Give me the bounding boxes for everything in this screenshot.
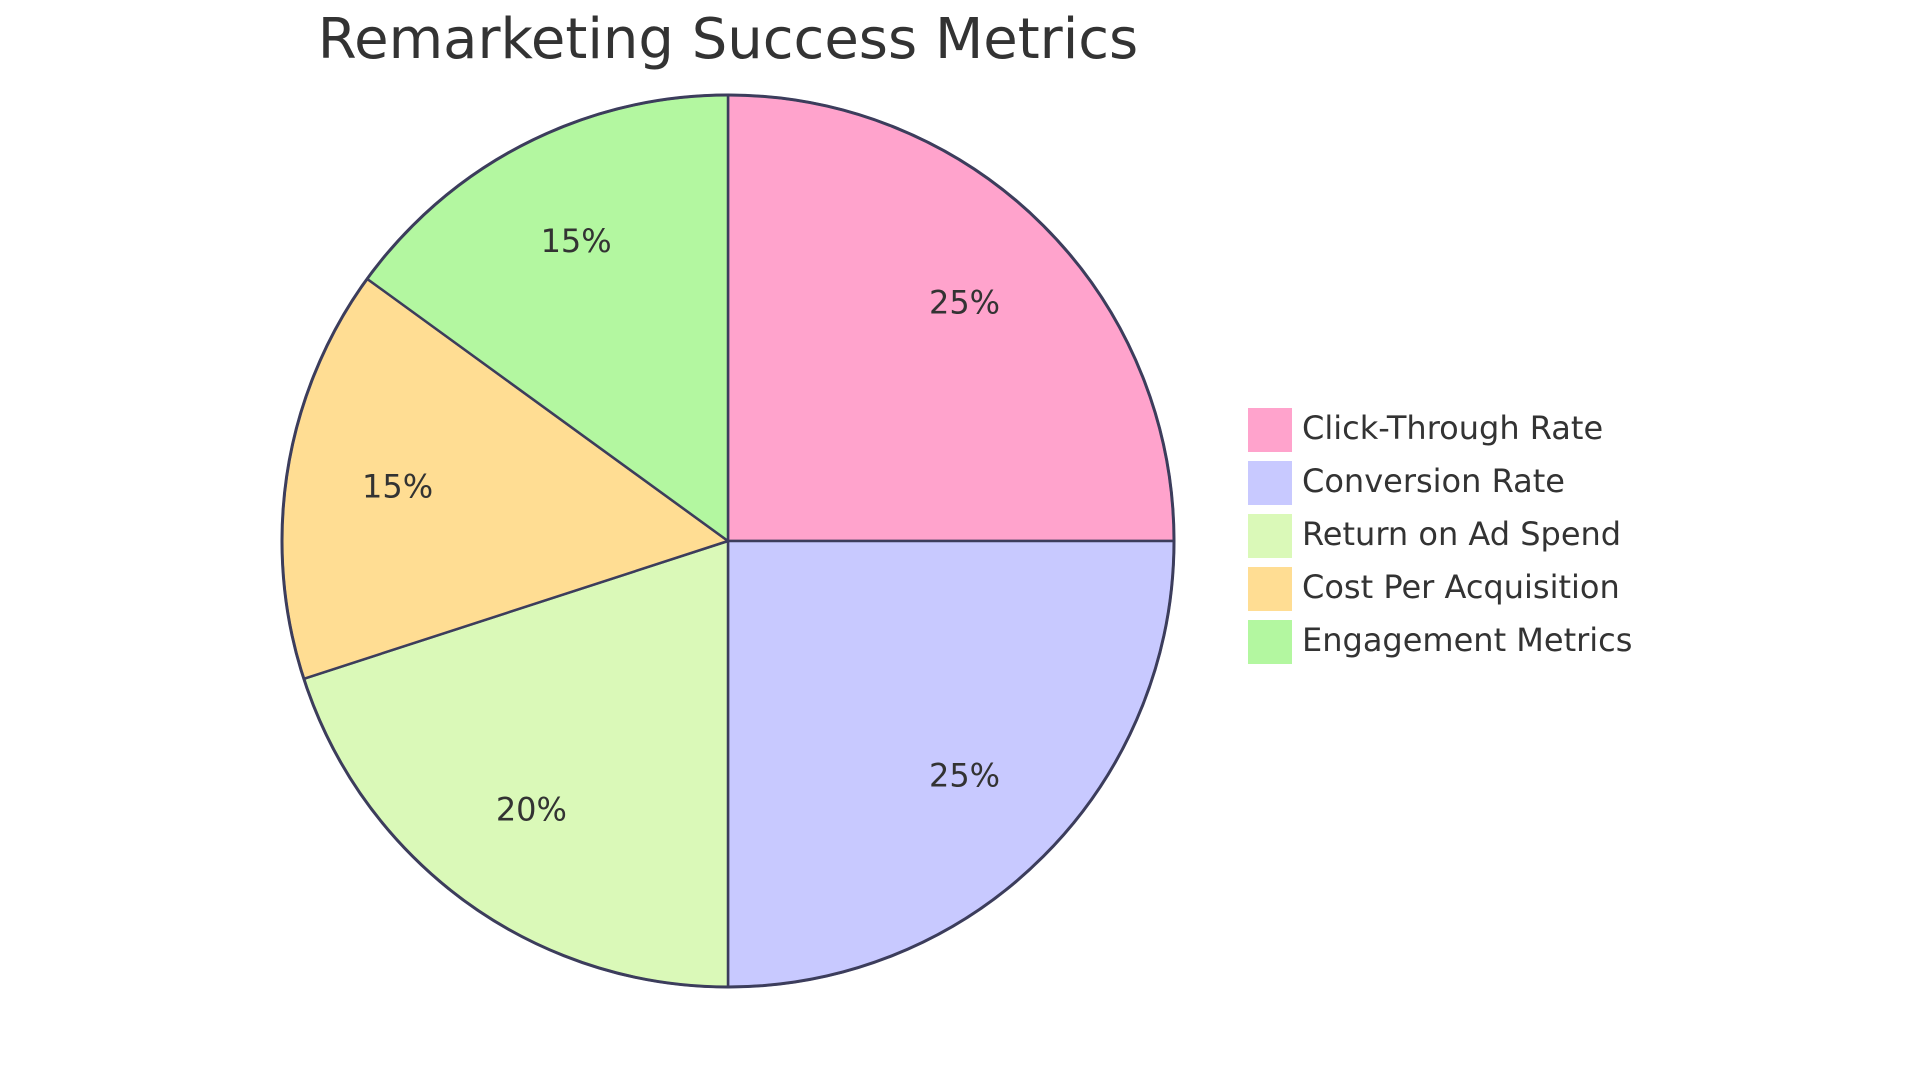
chart-title: Remarketing Success Metrics [318, 7, 1138, 72]
legend-label-engagement-metrics: Engagement Metrics [1302, 621, 1632, 659]
legend-item-click-through-rate: Click-Through Rate [1248, 408, 1603, 452]
legend-label-return-on-ad-spend: Return on Ad Spend [1302, 515, 1621, 553]
legend-item-return-on-ad-spend: Return on Ad Spend [1248, 514, 1621, 558]
legend-label-cost-per-acquisition: Cost Per Acquisition [1302, 568, 1620, 606]
legend-swatch-return-on-ad-spend [1248, 514, 1292, 558]
legend: Click-Through Rate Conversion Rate Return … [1248, 408, 1632, 664]
legend-swatch-click-through-rate [1248, 408, 1292, 452]
legend-label-conversion-rate: Conversion Rate [1302, 462, 1565, 500]
slice-label-click-through-rate: 25% [929, 283, 1000, 321]
legend-label-click-through-rate: Click-Through Rate [1302, 409, 1603, 447]
legend-item-conversion-rate: Conversion Rate [1248, 461, 1565, 505]
legend-item-cost-per-acquisition: Cost Per Acquisition [1248, 567, 1620, 611]
legend-swatch-engagement-metrics [1248, 620, 1292, 664]
pie-slices [280, 93, 1176, 989]
slice-label-return-on-ad-spend: 20% [496, 791, 567, 829]
slice-label-engagement-metrics: 15% [541, 222, 612, 260]
legend-swatch-cost-per-acquisition [1248, 567, 1292, 611]
pie-outline [280, 93, 1176, 989]
slice-label-conversion-rate: 25% [929, 757, 1000, 795]
legend-swatch-conversion-rate [1248, 461, 1292, 505]
slice-label-cost-per-acquisition: 15% [362, 468, 433, 506]
slice-labels: 25% 25% 20% 15% 15% [362, 222, 1000, 829]
legend-item-engagement-metrics: Engagement Metrics [1248, 620, 1632, 664]
